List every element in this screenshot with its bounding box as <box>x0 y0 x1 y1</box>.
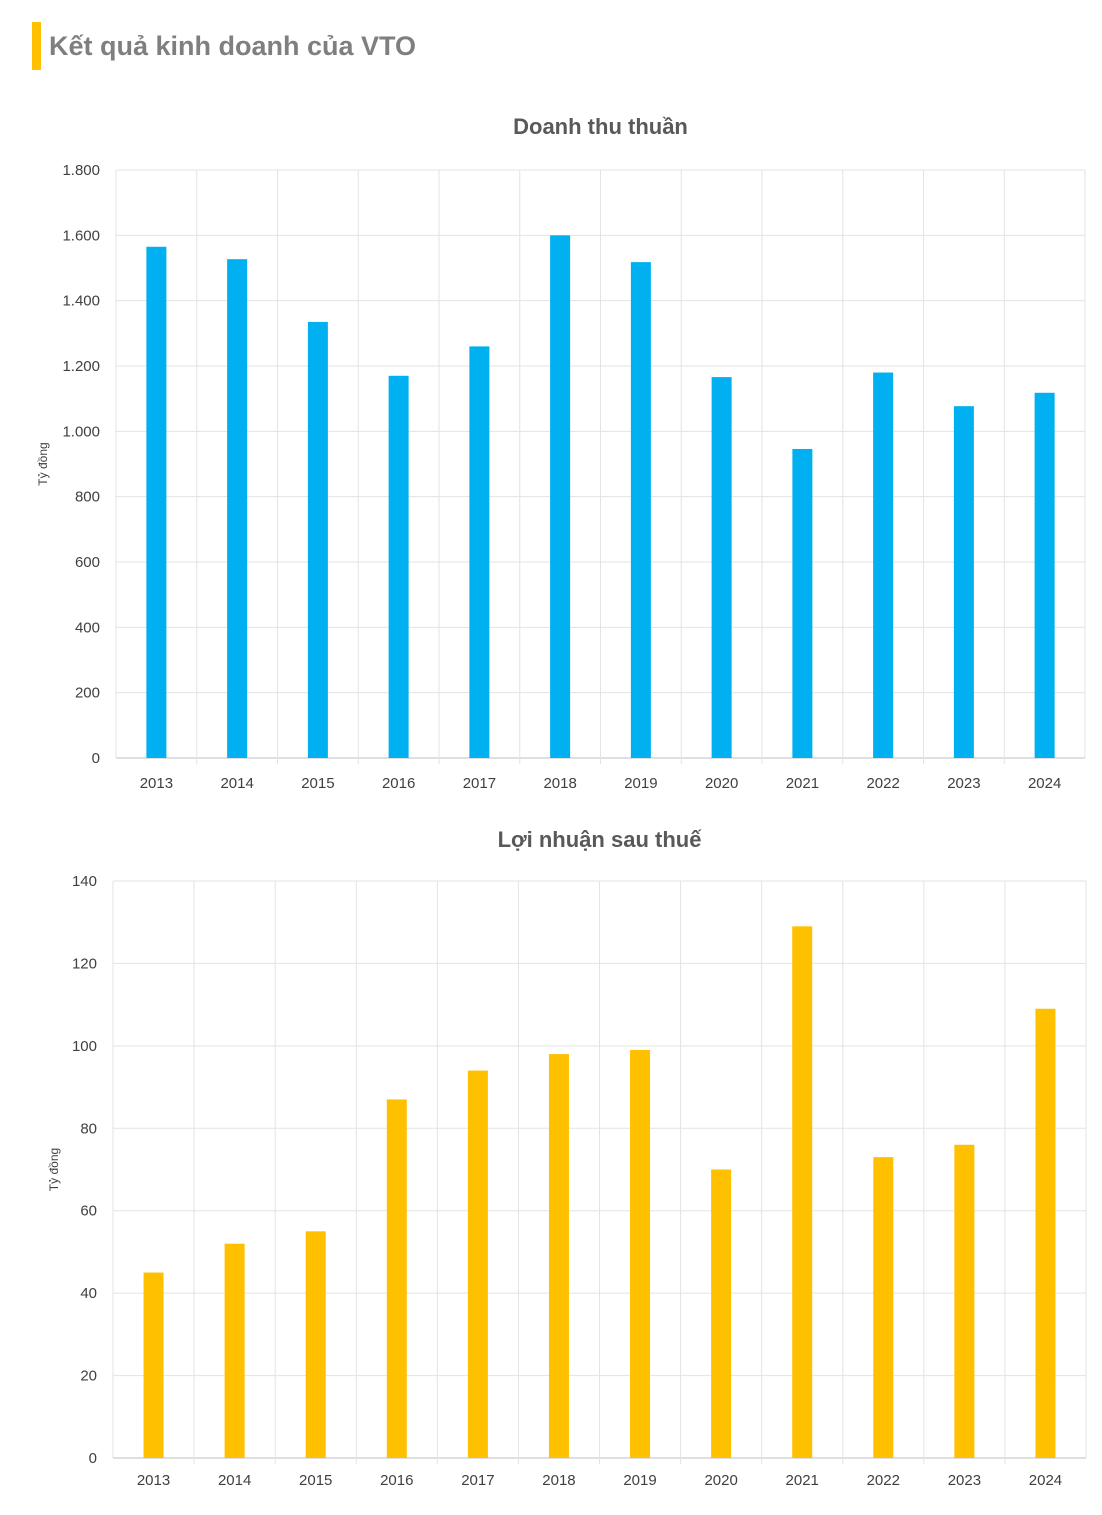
revenue-bar <box>550 235 571 759</box>
profit-x-tick-label: 2017 <box>461 1472 494 1489</box>
profit-chart: Lợi nhuận sau thuế 0 20 40 60 80 100 120 140 2013… <box>47 827 1087 1489</box>
revenue-bar <box>792 448 813 758</box>
page-title: Kết quả kinh doanh của VTO <box>49 30 417 61</box>
revenue-x-tick-label: 2016 <box>382 775 415 792</box>
revenue-bar <box>873 372 894 758</box>
profit-y-tick-label: 100 <box>72 1038 97 1055</box>
revenue-bar <box>388 375 409 758</box>
profit-x-tick-label: 2023 <box>948 1472 981 1489</box>
revenue-bar <box>227 259 248 758</box>
profit-y-tick-label: 20 <box>80 1368 97 1385</box>
profit-x-tick-label: 2015 <box>299 1472 332 1489</box>
profit-y-tick-label: 40 <box>80 1285 97 1302</box>
profit-x-tick-label: 2020 <box>704 1472 737 1489</box>
profit-x-tick-label: 2016 <box>380 1472 413 1489</box>
revenue-bar <box>307 321 328 758</box>
profit-y-tick-label: 0 <box>89 1450 97 1467</box>
profit-x-tick-label: 2018 <box>542 1472 575 1489</box>
profit-bar <box>954 1144 975 1458</box>
profit-bar <box>467 1070 488 1458</box>
revenue-y-tick-label: 800 <box>75 489 100 506</box>
profit-bar <box>548 1054 569 1458</box>
revenue-chart-title: Doanh thu thuần <box>513 114 688 139</box>
revenue-x-tick-label: 2014 <box>220 775 253 792</box>
revenue-bar <box>469 346 490 758</box>
revenue-y-tick-label: 200 <box>75 685 100 702</box>
profit-bar <box>873 1157 894 1458</box>
revenue-y-tick-label: 0 <box>92 750 100 767</box>
profit-bar <box>792 926 813 1458</box>
profit-y-tick-label: 60 <box>80 1203 97 1220</box>
profit-x-tick-label: 2024 <box>1029 1472 1062 1489</box>
profit-bar <box>224 1243 245 1458</box>
revenue-y-tick-label: 600 <box>75 554 100 571</box>
revenue-x-tick-label: 2019 <box>624 775 657 792</box>
profit-x-tick-label: 2013 <box>137 1472 170 1489</box>
revenue-x-tick-label: 2020 <box>705 775 738 792</box>
profit-y-tick-label: 120 <box>72 955 97 972</box>
profit-x-tick-label: 2019 <box>623 1472 656 1489</box>
profit-x-tick-label: 2021 <box>786 1472 819 1489</box>
profit-bar <box>305 1231 326 1458</box>
revenue-y-axis-label: Tỷ đồng <box>36 442 50 485</box>
revenue-x-tick-label: 2023 <box>947 775 980 792</box>
revenue-bar <box>146 246 167 758</box>
revenue-bar <box>1034 392 1055 758</box>
profit-bar <box>143 1272 164 1458</box>
revenue-y-tick-label: 400 <box>75 619 100 636</box>
profit-bar <box>1035 1008 1056 1458</box>
revenue-bar <box>711 377 732 758</box>
revenue-y-tick-label: 1.800 <box>62 162 100 179</box>
profit-y-axis-label: Tỷ đồng <box>47 1148 61 1191</box>
revenue-x-tick-label: 2018 <box>543 775 576 792</box>
profit-y-tick-label: 140 <box>72 873 97 890</box>
revenue-y-tick-label: 1.400 <box>62 293 100 310</box>
profit-x-tick-label: 2022 <box>867 1472 900 1489</box>
revenue-x-tick-label: 2017 <box>463 775 496 792</box>
profit-chart-title: Lợi nhuận sau thuế <box>498 827 703 852</box>
profit-y-tick-label: 80 <box>80 1120 97 1137</box>
revenue-x-tick-label: 2015 <box>301 775 334 792</box>
profit-x-tick-label: 2014 <box>218 1472 251 1489</box>
revenue-x-tick-label: 2024 <box>1028 775 1061 792</box>
header-accent-bar <box>32 22 41 70</box>
revenue-y-tick-label: 1.200 <box>62 358 100 375</box>
revenue-y-tick-label: 1.000 <box>62 423 100 440</box>
page-header: Kết quả kinh doanh của VTO <box>32 22 416 70</box>
revenue-bar <box>630 262 651 758</box>
revenue-x-tick-label: 2021 <box>786 775 819 792</box>
profit-bar <box>630 1049 651 1458</box>
profit-bar <box>386 1099 407 1458</box>
revenue-chart: Doanh thu thuần 0 200 400 600 800 1.000 1.200 1.… <box>36 114 1086 792</box>
profit-bar <box>711 1169 732 1458</box>
revenue-x-tick-label: 2022 <box>866 775 899 792</box>
revenue-bar <box>953 406 974 758</box>
revenue-y-tick-label: 1.600 <box>62 227 100 244</box>
revenue-x-tick-label: 2013 <box>140 775 173 792</box>
